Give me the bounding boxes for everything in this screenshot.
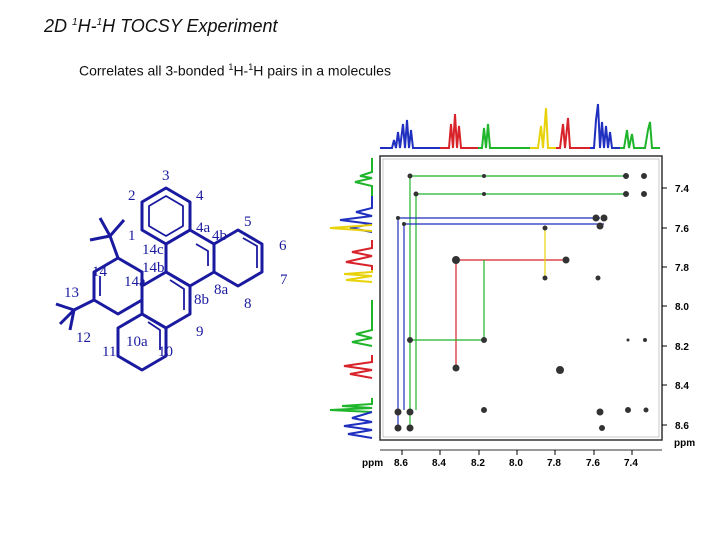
atom-label: 14c [142,242,164,258]
atom-label: 14b [142,260,165,276]
x-tick-label: 7.8 [547,458,561,469]
atom-label: 2 [128,188,136,204]
slide-title: 2D 1H-1H TOCSY Experiment [44,16,278,36]
slide-subtitle: Correlates all 3-bonded 1H-1H pairs in a… [79,62,391,79]
x-tick-label: 7.6 [586,458,600,469]
molecule-structure [55,186,264,372]
y-tick-label: 8.2 [675,342,689,353]
atom-label: 7 [280,272,288,288]
left-projection [329,158,373,439]
correlation-lines [397,175,624,428]
atom-label: 8 [244,296,252,312]
molecule-labels: 3 2 4 4a 5 1 14c 4b 6 14 14b 7 13 14a 8a… [64,168,288,360]
atom-label: 14a [124,274,146,290]
atom-label: 8a [214,282,229,298]
atom-label: 5 [244,214,252,230]
y-axis-unit: ppm [674,438,695,449]
atom-label: 8b [194,292,209,308]
y-tick-label: 7.4 [675,184,689,195]
atom-label: 13 [64,285,79,301]
atom-label: 14 [92,264,108,280]
y-tick-label: 8.6 [675,421,689,432]
y-tick-label: 8.4 [675,381,689,392]
atom-label: 1 [128,228,136,244]
x-tick-label: 8.4 [432,458,446,469]
atom-label: 4a [196,220,211,236]
top-projection [380,103,660,149]
atom-label: 3 [162,168,170,184]
atom-label: 6 [279,238,287,254]
plot-frame [379,155,663,441]
atom-label: 10 [158,344,173,360]
cross-peaks [394,173,649,432]
y-tick-label: 7.6 [675,224,689,235]
atom-label: 9 [196,324,204,340]
atom-label: 12 [76,330,91,346]
x-tick-label: 8.0 [509,458,523,469]
y-tick-label: 7.8 [675,263,689,274]
y-tick-label: 8.0 [675,302,689,313]
x-axis-unit: ppm [362,458,383,469]
y-axis: 7.4 7.6 7.8 8.0 8.2 8.4 8.6 ppm [661,156,695,449]
atom-label: 4 [196,188,204,204]
x-tick-label: 8.6 [394,458,408,469]
tocsy-spectrum: 7.4 7.6 7.8 8.0 8.2 8.4 8.6 ppm ppm 8.6 … [329,103,695,469]
x-tick-label: 7.4 [624,458,638,469]
atom-label: 11 [102,344,116,360]
x-axis: ppm 8.6 8.4 8.2 8.0 7.8 7.6 7.4 [362,449,662,469]
atom-label: 10a [126,334,148,350]
x-tick-label: 8.2 [471,458,485,469]
atom-label: 4b [212,228,227,244]
